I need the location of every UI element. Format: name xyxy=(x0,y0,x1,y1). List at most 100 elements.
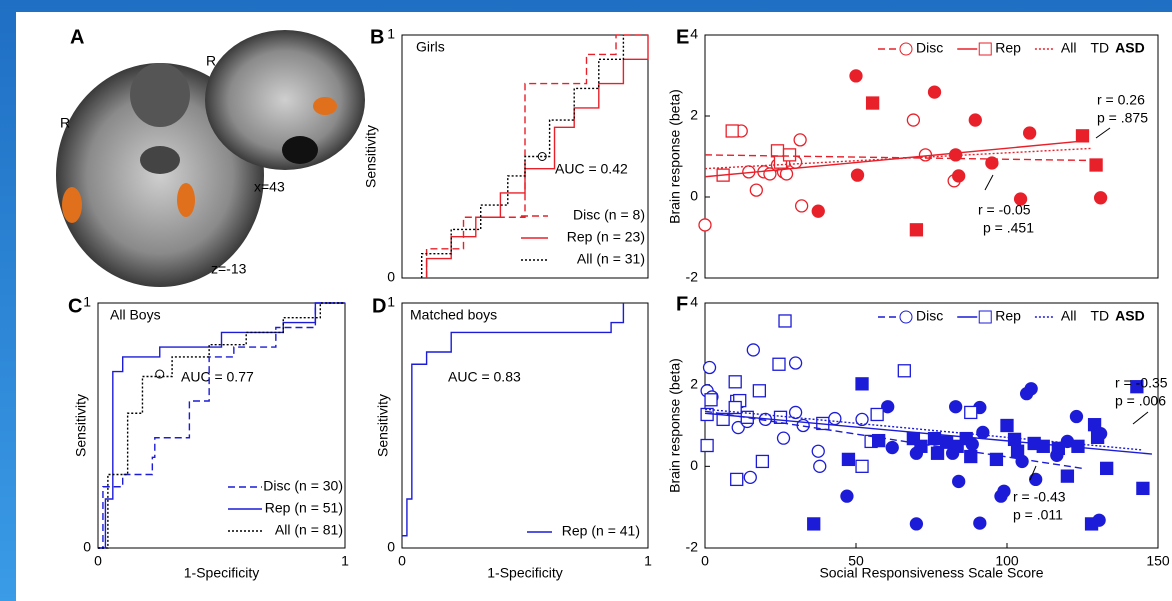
point xyxy=(750,184,762,196)
panel-label: C xyxy=(68,295,82,317)
y-axis-label: Brain response (beta) xyxy=(667,358,683,493)
legend-label: All xyxy=(1061,40,1077,56)
group-legend: ASD xyxy=(1115,308,1145,324)
x-tick-label: 0 xyxy=(94,553,102,569)
annotation: r = -0.35 xyxy=(1115,375,1168,391)
point xyxy=(1012,445,1024,457)
point xyxy=(812,445,824,457)
point xyxy=(953,170,965,182)
subtitle: Matched boys xyxy=(410,307,497,323)
subtitle: Girls xyxy=(416,39,445,55)
y-axis-label: Brain response (beta) xyxy=(667,89,683,224)
orientation-label: R xyxy=(206,53,216,69)
panel-label: D xyxy=(372,295,386,317)
activation xyxy=(313,97,337,115)
legend-marker xyxy=(979,43,991,55)
point xyxy=(808,518,820,530)
legend-label: Disc (n = 30) xyxy=(263,478,343,494)
point xyxy=(731,473,743,485)
legend-label: All xyxy=(1061,308,1077,324)
point xyxy=(812,205,824,217)
slice-label: z=-13 xyxy=(211,261,247,277)
y-tick-label: -2 xyxy=(686,539,699,555)
point xyxy=(965,451,977,463)
x-tick-label: 1 xyxy=(341,553,349,569)
group-legend: TD xyxy=(1090,40,1109,56)
point xyxy=(1092,431,1104,443)
point xyxy=(960,433,972,445)
annotation: p = .875 xyxy=(1097,110,1148,126)
y-tick-label: 1 xyxy=(387,294,395,310)
y-tick-label: 0 xyxy=(83,539,91,555)
panel-label: A xyxy=(70,26,84,48)
point xyxy=(965,406,977,418)
x-tick-label: 0 xyxy=(398,553,406,569)
point xyxy=(969,114,981,126)
legend-marker xyxy=(979,311,991,323)
x-tick-label: 50 xyxy=(848,553,864,569)
point xyxy=(850,70,862,82)
point xyxy=(1009,433,1021,445)
y-tick-label: 0 xyxy=(690,457,698,473)
point xyxy=(771,145,783,157)
group-legend: ASD xyxy=(1115,40,1145,56)
annotation: r = -0.05 xyxy=(978,202,1031,218)
point xyxy=(867,97,879,109)
point xyxy=(841,490,853,502)
point xyxy=(842,453,854,465)
point xyxy=(1089,419,1101,431)
point xyxy=(1095,192,1107,204)
annotation: AUC = 0.83 xyxy=(448,369,521,385)
subtitle: All Boys xyxy=(110,307,161,323)
y-tick-label: 2 xyxy=(690,375,698,391)
point xyxy=(953,475,965,487)
legend-label: Rep (n = 41) xyxy=(562,523,640,539)
point xyxy=(910,224,922,236)
point xyxy=(699,219,711,231)
axial-detail xyxy=(140,146,180,174)
point xyxy=(1024,127,1036,139)
legend-marker xyxy=(900,43,912,55)
annotation: p = .011 xyxy=(1013,507,1063,523)
point xyxy=(753,385,765,397)
point xyxy=(1025,383,1037,395)
point xyxy=(756,455,768,467)
x-axis-label: 1-Specificity xyxy=(487,565,562,581)
x-tick-label: 150 xyxy=(1146,553,1170,569)
point xyxy=(977,426,989,438)
point xyxy=(898,365,910,377)
point xyxy=(852,169,864,181)
legend-label: Disc (n = 8) xyxy=(573,207,645,223)
point xyxy=(915,440,927,452)
point xyxy=(932,447,944,459)
x-tick-label: 0 xyxy=(701,553,709,569)
annotation: AUC = 0.77 xyxy=(181,369,254,385)
legend-label: All (n = 31) xyxy=(577,251,645,267)
x-tick-label: 100 xyxy=(995,553,1019,569)
point xyxy=(856,378,868,390)
figure: A R R x=43 z=-13 BSensitivity01GirlsAUC … xyxy=(0,0,1172,601)
sagittal-detail xyxy=(282,136,318,164)
point xyxy=(790,357,802,369)
point xyxy=(726,125,738,137)
point xyxy=(1077,130,1089,142)
point xyxy=(974,517,986,529)
legend-label: Disc xyxy=(916,308,943,324)
legend-label: Rep xyxy=(995,40,1021,56)
y-tick-label: 4 xyxy=(690,294,698,310)
annotation: AUC = 0.42 xyxy=(555,161,628,177)
y-tick-label: 2 xyxy=(690,107,698,123)
point xyxy=(773,358,785,370)
annotation: p = .451 xyxy=(983,220,1034,236)
annotation: r = -0.43 xyxy=(1013,489,1066,505)
slice-label: x=43 xyxy=(254,179,285,195)
point xyxy=(829,413,841,425)
point xyxy=(784,149,796,161)
point xyxy=(705,394,717,406)
point xyxy=(950,401,962,413)
point xyxy=(1101,462,1113,474)
panel-label: B xyxy=(370,26,384,48)
point xyxy=(856,460,868,472)
point xyxy=(1001,420,1013,432)
legend-label: Rep (n = 51) xyxy=(265,500,343,516)
